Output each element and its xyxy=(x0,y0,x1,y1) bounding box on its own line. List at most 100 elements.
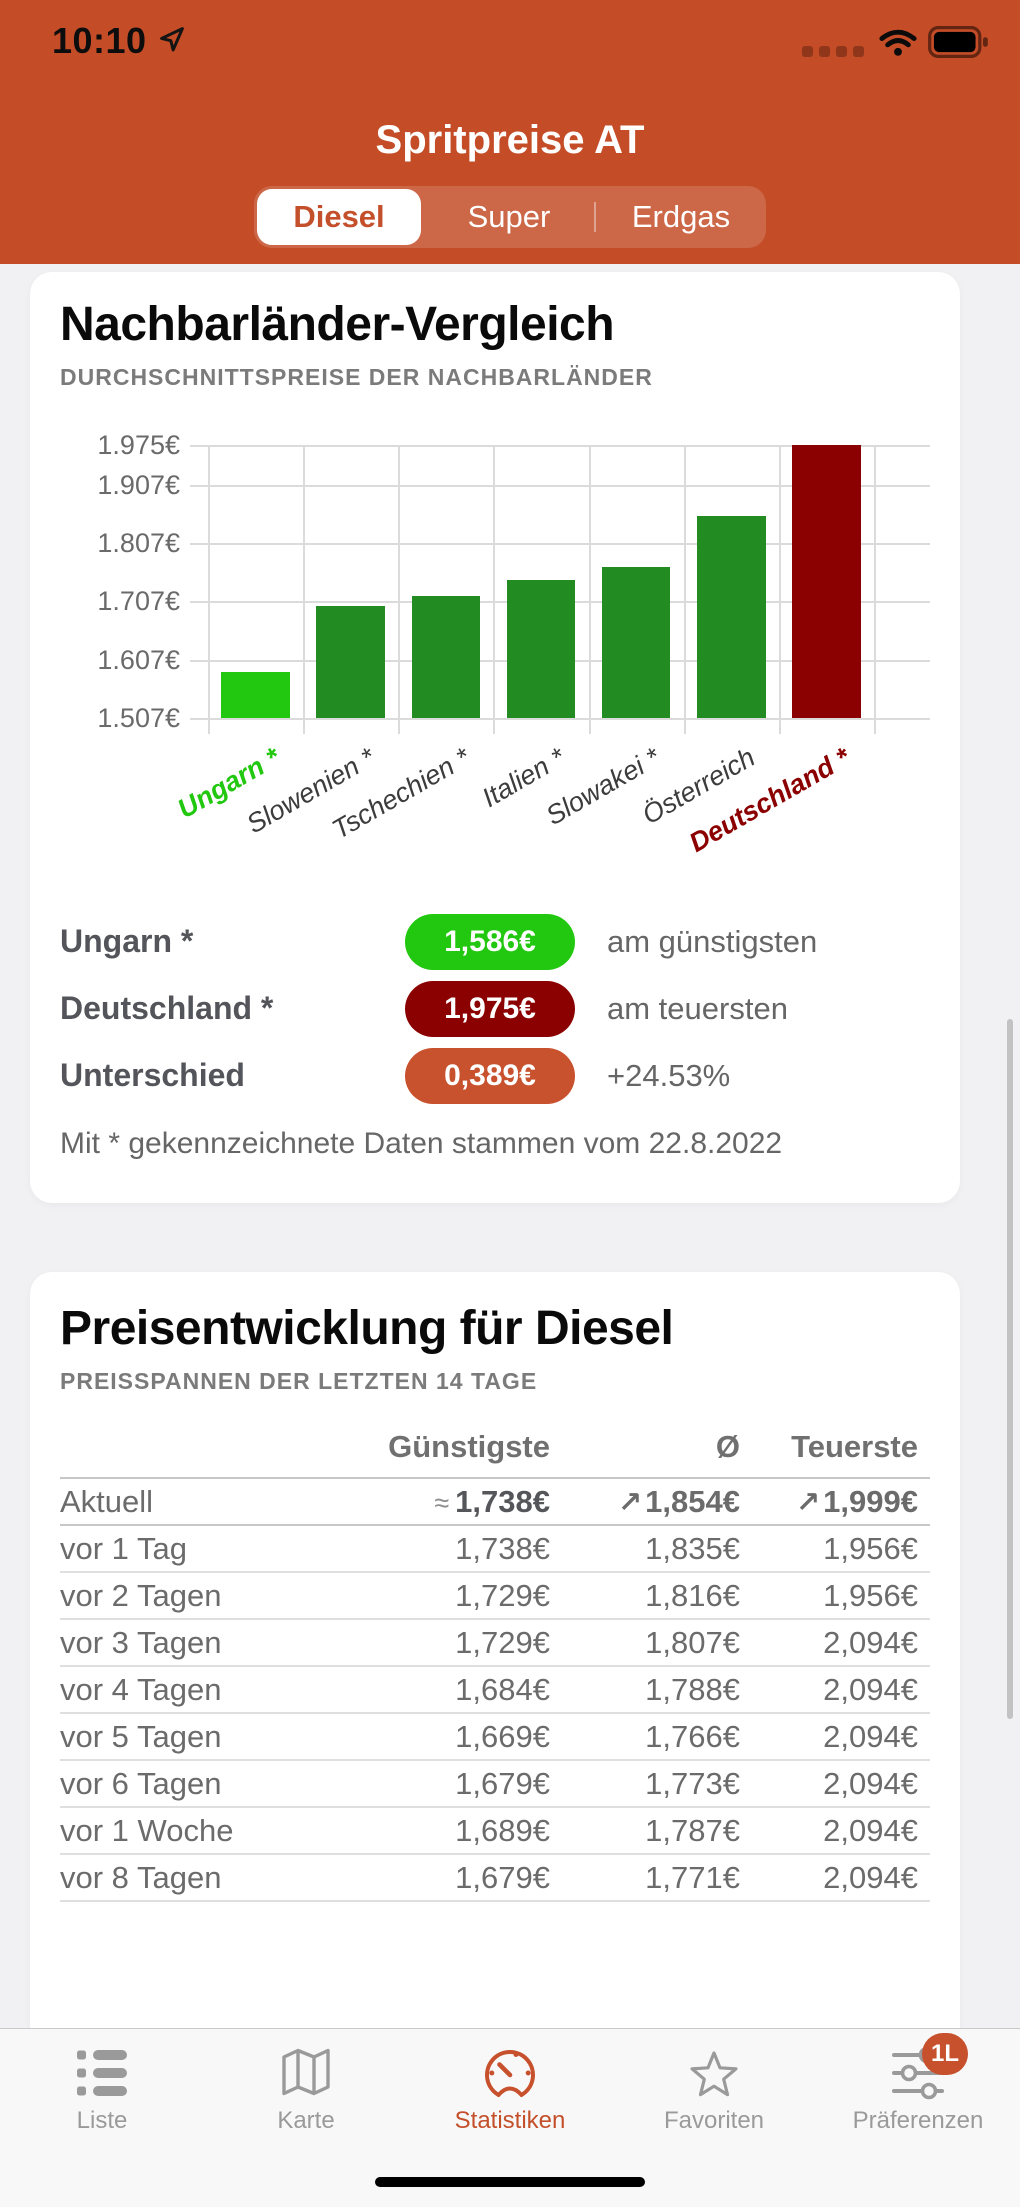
trend-card-subtitle: PREISSPANNEN DER LETZTEN 14 TAGE xyxy=(60,1368,538,1394)
chart-x-axis: Ungarn * Slowenien * Tschechien * Italien *… xyxy=(172,734,930,874)
row-label: vor 5 Tagen xyxy=(60,1713,310,1761)
tab-favoriten[interactable]: Favoriten xyxy=(612,2029,816,2179)
y-tick-label: 1.975€ xyxy=(97,430,180,460)
tab-praeferenzen[interactable]: 1L Präferenzen xyxy=(816,2029,1020,2179)
row-label: vor 6 Tagen xyxy=(60,1760,310,1808)
current-cheapest: ≈1,738€ xyxy=(310,1478,550,1526)
chart-gridline xyxy=(190,484,930,487)
price-badge-cheapest: 1,586€ xyxy=(405,913,575,970)
page-title: Spritpreise AT xyxy=(375,118,645,162)
navigation-header: 10:10 Spritpreise AT xyxy=(0,0,1020,264)
chart-gridline xyxy=(190,543,930,545)
price-badge-difference: 0,389€ xyxy=(405,1047,575,1104)
chart-gridline xyxy=(778,445,781,734)
scrollbar-thumb[interactable] xyxy=(1007,1019,1013,1719)
table-row: vor 5 Tagen 1,669€ 1,766€ 2,094€ xyxy=(60,1713,930,1761)
chart-bar xyxy=(411,596,481,718)
table-header-row: Günstigste Ø Teuerste xyxy=(60,1429,930,1479)
trend-card-title: Preisentwicklung für Diesel xyxy=(60,1302,674,1355)
table-row: vor 3 Tagen 1,729€ 1,807€ 2,094€ xyxy=(60,1619,930,1667)
wifi-icon xyxy=(878,27,918,62)
table-row: vor 1 Tag 1,738€ 1,835€ 1,956€ xyxy=(60,1525,930,1573)
row-label: Aktuell xyxy=(60,1478,310,1526)
header-empty xyxy=(60,1429,310,1479)
cellular-signal-icon xyxy=(802,32,864,57)
comparison-row-most-expensive: Deutschland * 1,975€ am teuersten xyxy=(60,975,930,1042)
gauge-icon xyxy=(478,2041,542,2105)
table-row: vor 2 Tagen 1,729€ 1,816€ 1,956€ xyxy=(60,1572,930,1620)
chart-gridline xyxy=(190,718,930,720)
bar-chart-plot xyxy=(190,445,930,734)
comparison-card-subtitle: DURCHSCHNITTSPREISE DER NACHBARLÄNDER xyxy=(60,364,653,390)
chart-bar xyxy=(221,671,290,718)
fuel-type-segmented-control: Diesel Super Erdgas xyxy=(254,186,766,248)
bar-chart: 1.975€ 1.907€ 1.807€ 1.707€ 1.607€ 1.507€ xyxy=(60,431,930,734)
comparison-card: Nachbarländer-Vergleich DURCHSCHNITTSPRE… xyxy=(30,272,960,1203)
chart-gridline xyxy=(683,445,686,734)
y-tick-label: 1.607€ xyxy=(97,644,180,675)
chart-bar xyxy=(506,580,576,718)
battery-icon xyxy=(928,26,990,63)
tab-statistiken[interactable]: Statistiken xyxy=(408,2029,612,2179)
chart-gridline xyxy=(493,445,496,734)
comparison-row-difference: Unterschied 0,389€ +24.53% xyxy=(60,1042,930,1109)
chart-gridline xyxy=(874,445,876,734)
header-cheapest: Günstigste xyxy=(310,1429,550,1479)
up-trend-icon: ↗ xyxy=(617,1486,643,1519)
tab-karte[interactable]: Karte xyxy=(204,2029,408,2179)
comparison-rows: Ungarn * 1,586€ am günstigsten Deutschla… xyxy=(60,908,930,1109)
table-row: vor 6 Tagen 1,679€ 1,773€ 2,094€ xyxy=(60,1760,930,1808)
current-max: ↗1,999€ xyxy=(740,1478,930,1526)
chart-bar xyxy=(792,445,861,718)
chart-gridline xyxy=(303,445,306,734)
location-arrow-icon xyxy=(157,24,187,59)
notification-badge: 1L xyxy=(922,2033,968,2075)
chart-gridline xyxy=(208,445,210,734)
home-indicator[interactable] xyxy=(375,2177,645,2187)
status-bar: 10:10 xyxy=(0,20,1020,70)
current-average: ↗1,854€ xyxy=(550,1478,740,1526)
country-label: Ungarn * xyxy=(60,923,194,959)
y-tick-label: 1.807€ xyxy=(97,528,180,558)
tab-diesel[interactable]: Diesel xyxy=(257,189,421,245)
tab-label: Favoriten xyxy=(663,2107,765,2134)
status-time: 10:10 xyxy=(52,20,147,61)
comparison-row-cheapest: Ungarn * 1,586€ am günstigsten xyxy=(60,908,930,975)
star-icon xyxy=(682,2041,746,2105)
chart-bar xyxy=(697,515,766,718)
tab-erdgas[interactable]: Erdgas xyxy=(596,186,766,248)
tab-label: Statistiken xyxy=(454,2107,566,2134)
table-row: vor 8 Tagen 1,679€ 1,771€ 2,094€ xyxy=(60,1854,930,1902)
price-note: am günstigsten xyxy=(607,923,818,959)
comparison-card-title: Nachbarländer-Vergleich xyxy=(60,298,615,351)
scroll-content[interactable]: Nachbarländer-Vergleich DURCHSCHNITTSPRE… xyxy=(0,264,1020,2207)
segment-divider xyxy=(594,202,596,232)
row-label: vor 2 Tagen xyxy=(60,1572,310,1620)
header-max: Teuerste xyxy=(740,1429,930,1479)
table-row: vor 4 Tagen 1,684€ 1,788€ 2,094€ xyxy=(60,1666,930,1714)
difference-label: Unterschied xyxy=(60,1057,245,1093)
chart-bar xyxy=(601,566,671,718)
list-icon xyxy=(70,2041,134,2105)
price-trend-table: Günstigste Ø Teuerste Aktuell ≈1,738€ ↗1… xyxy=(60,1429,930,1902)
price-note: am teuersten xyxy=(607,990,788,1026)
chart-gridline xyxy=(398,445,401,734)
tab-label: Liste xyxy=(76,2107,128,2134)
price-badge-most-expensive: 1,975€ xyxy=(405,980,575,1037)
tab-liste[interactable]: Liste xyxy=(0,2029,204,2179)
y-tick-label: 1.707€ xyxy=(97,586,180,617)
header-average: Ø xyxy=(550,1429,740,1479)
y-tick-label: 1.507€ xyxy=(97,703,180,733)
country-label: Deutschland * xyxy=(60,990,274,1026)
difference-percent: +24.53% xyxy=(607,1057,731,1093)
chart-gridline xyxy=(190,445,930,447)
table-row: vor 1 Woche 1,689€ 1,787€ 2,094€ xyxy=(60,1807,930,1855)
row-label: vor 1 Woche xyxy=(60,1807,310,1855)
row-label: vor 4 Tagen xyxy=(60,1666,310,1714)
data-footnote: Mit * gekennzeichnete Daten stammen vom … xyxy=(60,1127,783,1160)
tab-label: Karte xyxy=(277,2107,335,2134)
row-label: vor 8 Tagen xyxy=(60,1854,310,1902)
chart-gridline xyxy=(588,445,591,734)
row-label: vor 3 Tagen xyxy=(60,1619,310,1667)
tab-super[interactable]: Super xyxy=(424,186,594,248)
